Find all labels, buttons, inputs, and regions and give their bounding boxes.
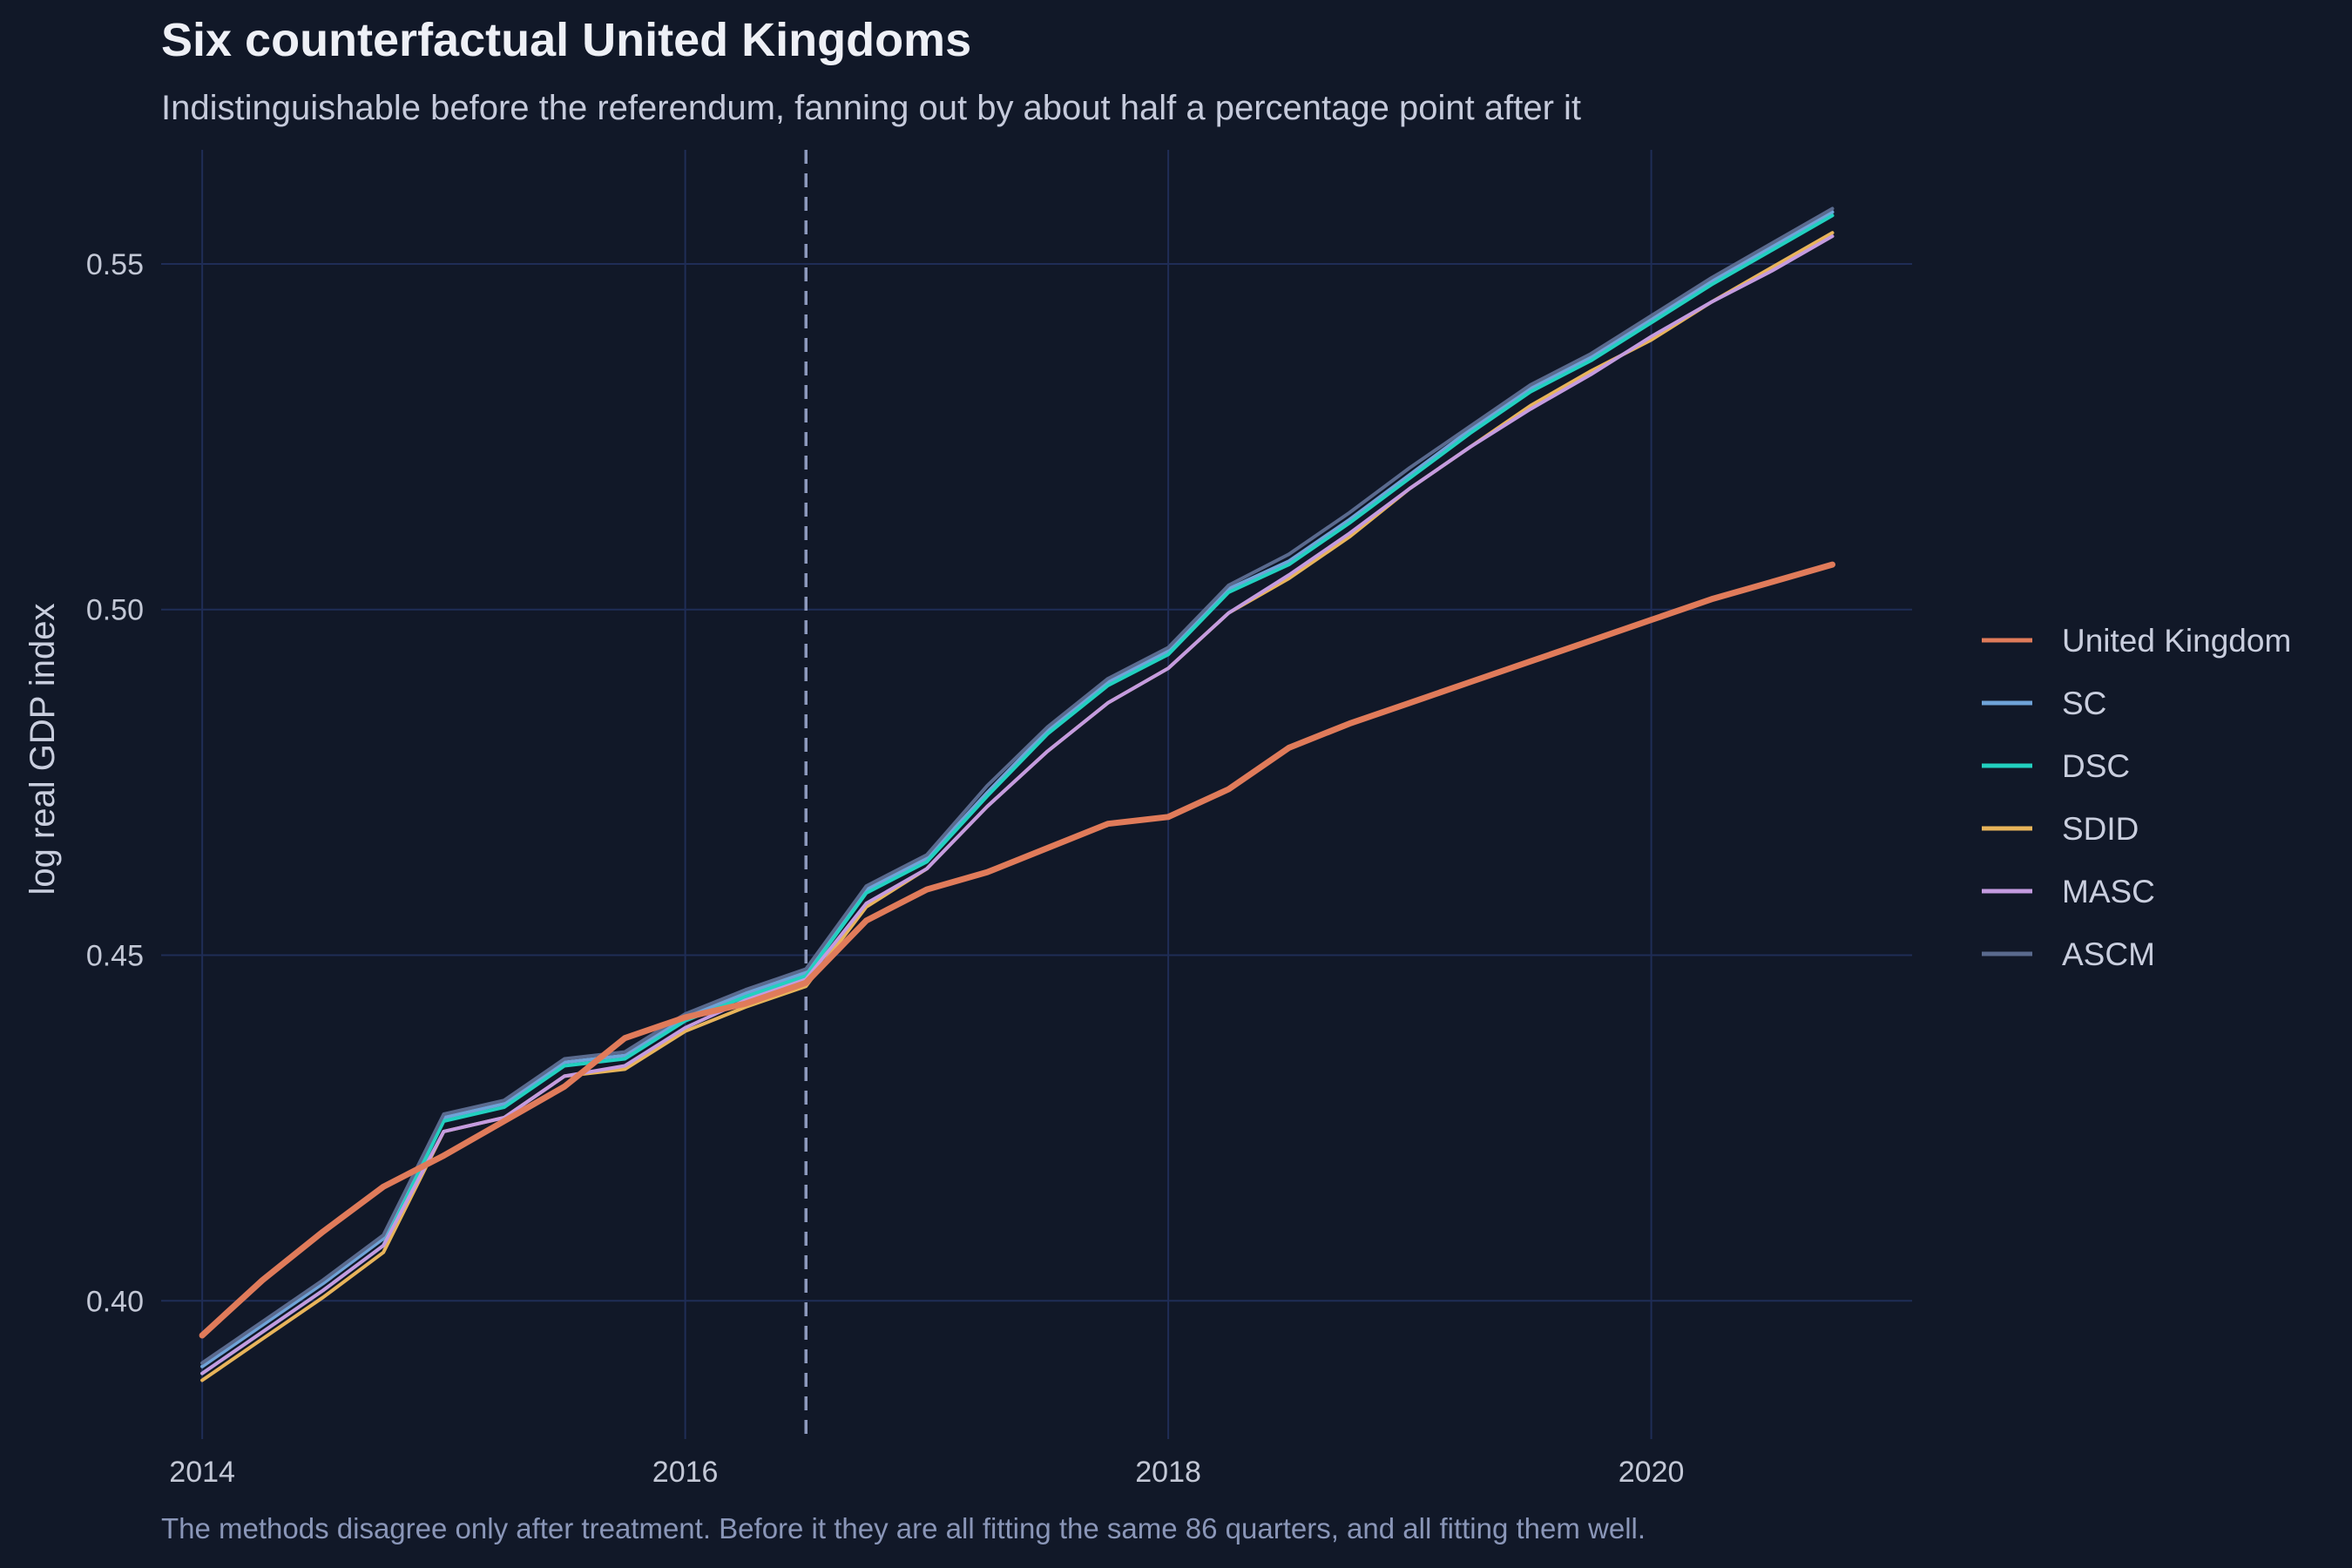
x-tick-label: 2014 (169, 1456, 235, 1489)
chart-subtitle: Indistinguishable before the referendum,… (161, 89, 1581, 127)
legend-label: DSC (2062, 748, 2130, 784)
legend-item-masc: MASC (1982, 874, 2155, 909)
series-layer (199, 150, 1835, 1439)
legend-label: SC (2062, 686, 2106, 721)
chart-title: Six counterfactual United Kingdoms (161, 14, 971, 66)
grid-layer (161, 150, 1912, 1439)
y-tick-label: 0.40 (86, 1285, 144, 1318)
x-tick-label: 2020 (1619, 1456, 1685, 1489)
x-tick-label: 2018 (1135, 1456, 1201, 1489)
x-tick-label: 2016 (652, 1456, 719, 1489)
legend-label: MASC (2062, 874, 2155, 909)
axis-layer: 0.40 0.45 0.50 0.55 2014 2016 2018 2020 (86, 248, 1685, 1489)
legend-item-sc: SC (1982, 686, 2106, 721)
legend-item-ascm: ASCM (1982, 936, 2155, 972)
series-line-sc (200, 210, 1835, 1369)
y-tick-label: 0.45 (86, 940, 144, 973)
legend-label: ASCM (2062, 936, 2155, 972)
legend-label: United Kingdom (2062, 623, 2291, 659)
legend: United Kingdom SC DSC SDID MASC ASCM (1982, 623, 2291, 972)
series-line-dsc (200, 213, 1835, 1375)
series-line-masc (200, 234, 1835, 1375)
series-line-united-kingdom (199, 561, 1835, 1339)
y-tick-label: 0.55 (86, 248, 144, 281)
legend-item-sdid: SDID (1982, 811, 2139, 847)
series-line-ascm (200, 206, 1835, 1365)
chart-caption: The methods disagree only after treatmen… (161, 1512, 1646, 1544)
y-axis-title: log real GDP index (24, 604, 62, 896)
series-line-sdid (200, 231, 1835, 1382)
y-tick-label: 0.50 (86, 594, 144, 627)
legend-label: SDID (2062, 811, 2139, 847)
legend-item-dsc: DSC (1982, 748, 2130, 784)
legend-item-united-kingdom: United Kingdom (1982, 623, 2291, 659)
